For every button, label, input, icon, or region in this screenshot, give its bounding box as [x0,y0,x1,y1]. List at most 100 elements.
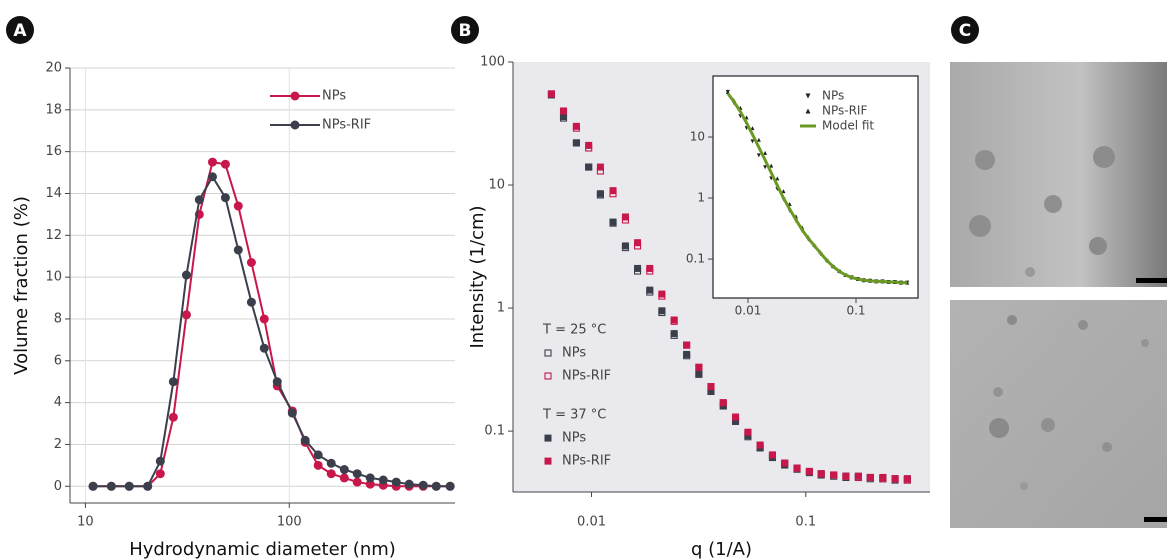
point [181,310,191,320]
legend-marker [805,93,811,99]
legend-marker [544,349,552,357]
legend-marker [805,108,811,114]
point [763,165,768,170]
point [768,451,776,459]
panel-label: A [13,21,27,41]
point [431,481,441,491]
legend-label: NPs [322,89,346,104]
point [207,157,217,167]
y-tick-label: 20 [45,61,62,76]
point [621,213,629,221]
point [313,460,323,470]
y-tick-label: 12 [45,228,62,243]
panel-label: B [459,21,472,41]
series-line [93,174,451,488]
legend-label: NPs-RIF [822,104,867,118]
point [793,464,801,472]
point [670,330,678,338]
legend-label: NPs-RIF [562,369,611,384]
point [220,159,230,169]
point [744,428,752,436]
point [879,473,887,481]
point [830,471,838,479]
point [326,469,336,479]
point [547,90,555,98]
point [233,201,243,211]
point [842,472,850,480]
point [155,469,165,479]
point [854,472,862,480]
point [246,257,256,267]
point [418,480,428,490]
point [352,469,362,479]
point [339,465,349,475]
point [621,242,629,250]
legend-marker [544,372,552,380]
point [313,450,323,460]
y-tick-label: 4 [54,395,62,410]
point [155,456,165,466]
series-line [93,160,451,488]
point [207,172,217,182]
point [220,193,230,203]
y-tick-label: 18 [45,102,62,117]
legend-marker [544,434,552,442]
legend-label: NPs-RIF [562,454,611,469]
y-tick-label: 0 [54,479,62,494]
point [750,126,755,131]
point [365,473,375,483]
y-tick-label: 0.1 [484,424,505,439]
point [658,307,666,315]
point [365,479,375,489]
legend-marker [290,91,300,101]
x-tick-label: 0.1 [795,515,816,530]
point [658,290,666,298]
point [259,343,269,353]
point [732,417,740,425]
point [287,408,297,418]
x-tick-label: 0.01 [577,515,606,530]
point [572,139,580,147]
point [891,475,899,483]
y-tick-label: 14 [45,186,62,201]
point [634,264,642,272]
x-tick-label: 100 [277,515,302,530]
point [634,239,642,247]
legend-label: Model fit [822,119,874,133]
legend-group: T = 25 °C [542,323,606,338]
point [695,363,703,371]
point [646,264,654,272]
micrograph-bottom [950,300,1167,528]
point [756,441,764,449]
panel-badge [6,16,34,44]
point [763,150,768,155]
point [683,350,691,358]
y-tick-label: 100 [480,55,505,70]
point [683,341,691,349]
x-tick-label: 0.01 [735,304,762,318]
legend-label: NPs [822,89,844,103]
point [168,412,178,422]
point [143,481,153,491]
point [560,113,568,121]
y-tick-label: 1 [697,191,705,205]
point [352,477,362,487]
point [585,163,593,171]
legend-label: NPs-RIF [322,118,371,133]
legend-group: T = 37 °C [542,408,606,423]
point [106,481,116,491]
legend-marker [544,457,552,465]
point [596,163,604,171]
point [781,189,786,194]
inset-frame [712,75,919,299]
point [391,477,401,487]
point [560,107,568,115]
point [404,479,414,489]
point [300,435,310,445]
point [781,459,789,467]
y-tick-label: 8 [54,311,62,326]
point [903,475,911,483]
legend-label: NPs [562,346,586,361]
point [707,387,715,395]
